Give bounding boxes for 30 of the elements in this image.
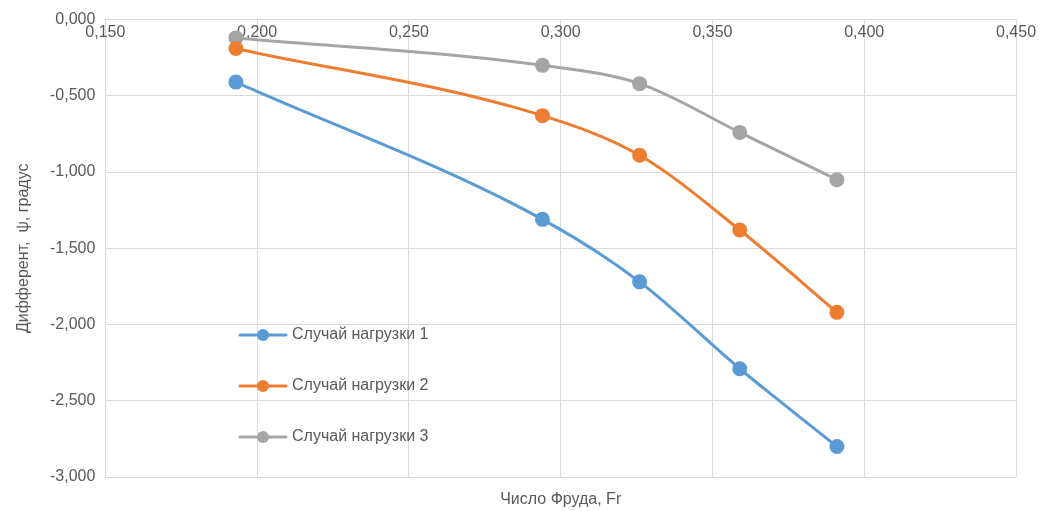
point — [732, 222, 748, 238]
point — [732, 124, 748, 140]
point — [829, 439, 845, 455]
point — [228, 41, 244, 57]
point — [228, 74, 244, 90]
point — [534, 211, 550, 227]
point — [732, 361, 748, 377]
y-tick-label: -2,500 — [49, 391, 96, 409]
y-tick-label: -1,000 — [49, 162, 96, 180]
x-tick-label: 0,450 — [995, 22, 1037, 40]
y-tick-label: -3,000 — [49, 467, 96, 485]
x-axis-title: Число Фруда, Fr — [500, 490, 622, 508]
y-tick-label: -2,000 — [49, 314, 96, 332]
point — [534, 108, 550, 124]
point — [829, 172, 845, 188]
x-tick-label: 0,350 — [692, 22, 733, 40]
y-tick-label: -0,500 — [49, 86, 96, 104]
x-tick-label: 0,400 — [844, 22, 885, 40]
point — [632, 147, 648, 163]
point — [829, 304, 845, 320]
legend-label: Случай нагрузки 3 — [292, 427, 429, 445]
x-tick-label: 0,300 — [540, 22, 581, 40]
point — [534, 57, 550, 73]
legend-label: Случай нагрузки 2 — [292, 376, 429, 394]
point — [632, 76, 648, 92]
x-tick-label: 0,250 — [388, 22, 430, 40]
y-tick-label: -1,500 — [49, 238, 96, 256]
point — [632, 274, 648, 290]
y-axis-title: Дифферент, ψ, градус — [14, 163, 32, 334]
legend-label: Случай нагрузки 1 — [292, 325, 429, 343]
